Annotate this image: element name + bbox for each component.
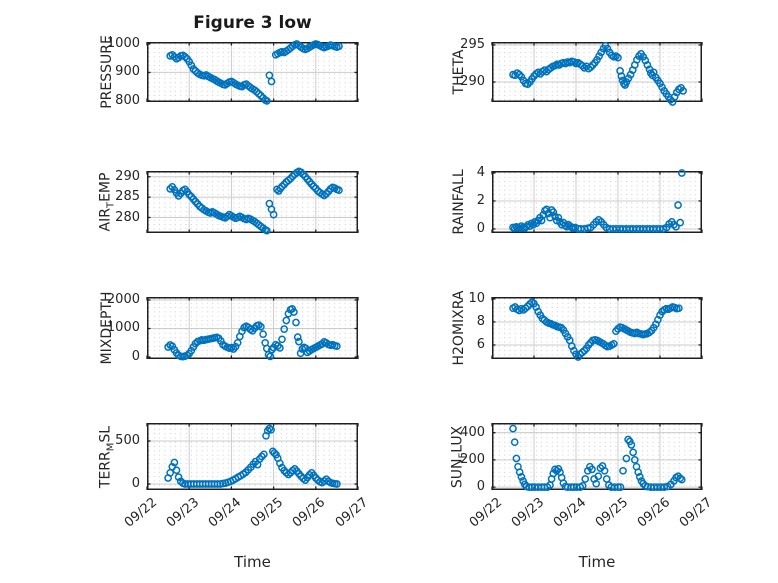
pressure-ytick-label: 800 (115, 92, 140, 108)
sun_flux-markers (509, 424, 686, 491)
sun_flux-xtick-label: 09/22 (466, 495, 505, 531)
sun_flux-xtick-label: 09/24 (550, 495, 589, 531)
mixdepth-markers (164, 304, 341, 361)
pressure-markers (166, 40, 343, 105)
sun_flux-ytick-label: 0 (476, 479, 485, 495)
h2omixra-ytick-label: 6 (476, 336, 485, 352)
terr_msl-ytick-label: 0 (131, 475, 140, 491)
terr-msl-plot: TERRMSL 0 500 09/22 09/23 09/24 09/25 09/26 09/… (98, 423, 371, 531)
rainfall-ytick-label: 0 (476, 220, 485, 236)
pressure-plot: PRESSURE 800 900 1000 (99, 35, 359, 109)
terr_msl-xtick-label: 09/27 (332, 495, 371, 531)
time-axis-label-left: Time (234, 553, 271, 571)
pressure-canvas (146, 40, 359, 105)
time-axis-label-right: Time (578, 553, 616, 571)
terr_msl-markers (164, 424, 341, 488)
terr_msl-canvas (146, 423, 359, 490)
sun_flux-xtick-label: 09/26 (634, 495, 673, 531)
pressure-ytick-label: 900 (115, 64, 140, 80)
rainfall-ytick-label: 4 (476, 164, 485, 180)
h2omixra-markers (509, 298, 683, 361)
terr_msl-xtick-label: 09/26 (290, 495, 329, 531)
h2omixra-ytick-label: 10 (468, 290, 485, 306)
mixdepth-plot: MIXDEPTH 0 1000 2000 (99, 292, 359, 364)
h2omixra-plot: H2OMIXRA 6 8 10 (451, 291, 703, 366)
terr_msl-xtick-label: 09/22 (121, 495, 160, 531)
mixdepth-ytick-label: 0 (131, 349, 140, 364)
air_temp-markers (166, 167, 343, 235)
sun-flux-plot: SUNFLUX 0 200 400 09/22 09/23 09/24 09/25 09/26… (450, 423, 715, 531)
terr_msl-xtick-label: 09/24 (205, 495, 245, 531)
theta-ytick-label: 290 (460, 74, 485, 89)
mixdepth-ytick-label: 1000 (106, 320, 140, 336)
mixdepth-canvas (146, 297, 359, 361)
air_temp-canvas (146, 167, 359, 235)
sun_flux-ytick-label: 200 (460, 451, 485, 467)
sun_flux-canvas (491, 423, 703, 491)
air-temp-plot: AIRTEMP 280 285 290 (98, 167, 359, 235)
h2omixra-ytick-label: 8 (476, 313, 485, 329)
sun_flux-xtick-label: 09/23 (508, 495, 547, 531)
sun_flux-ytick-label: 400 (460, 424, 485, 440)
rainfall-canvas (491, 169, 703, 233)
air_temp-ytick-label: 290 (115, 168, 140, 184)
terr_msl-xtick-label: 09/25 (247, 495, 287, 531)
air_temp-ytick-label: 280 (115, 209, 140, 225)
theta-markers (509, 41, 687, 106)
mixdepth-ytick-label: 2000 (106, 292, 140, 307)
pressure-ytick-label: 1000 (106, 36, 140, 51)
theta-plot: THETA 290 295 (451, 37, 703, 106)
theta-ytick-label: 295 (460, 36, 485, 52)
terr_msl-xtick-label: 09/23 (163, 495, 202, 531)
sun_flux-xtick-label: 09/25 (592, 495, 631, 531)
rainfall-ytick-label: 2 (476, 192, 485, 208)
figure-title: Figure 3 low (193, 13, 312, 33)
rainfall-markers (509, 169, 686, 233)
theta-canvas (491, 41, 703, 106)
air_temp-ytick-label: 285 (115, 189, 140, 205)
terr_msl-ytick-label: 500 (115, 432, 140, 448)
sun_flux-xtick-label: 09/27 (676, 495, 715, 531)
h2omixra-canvas (491, 297, 703, 361)
